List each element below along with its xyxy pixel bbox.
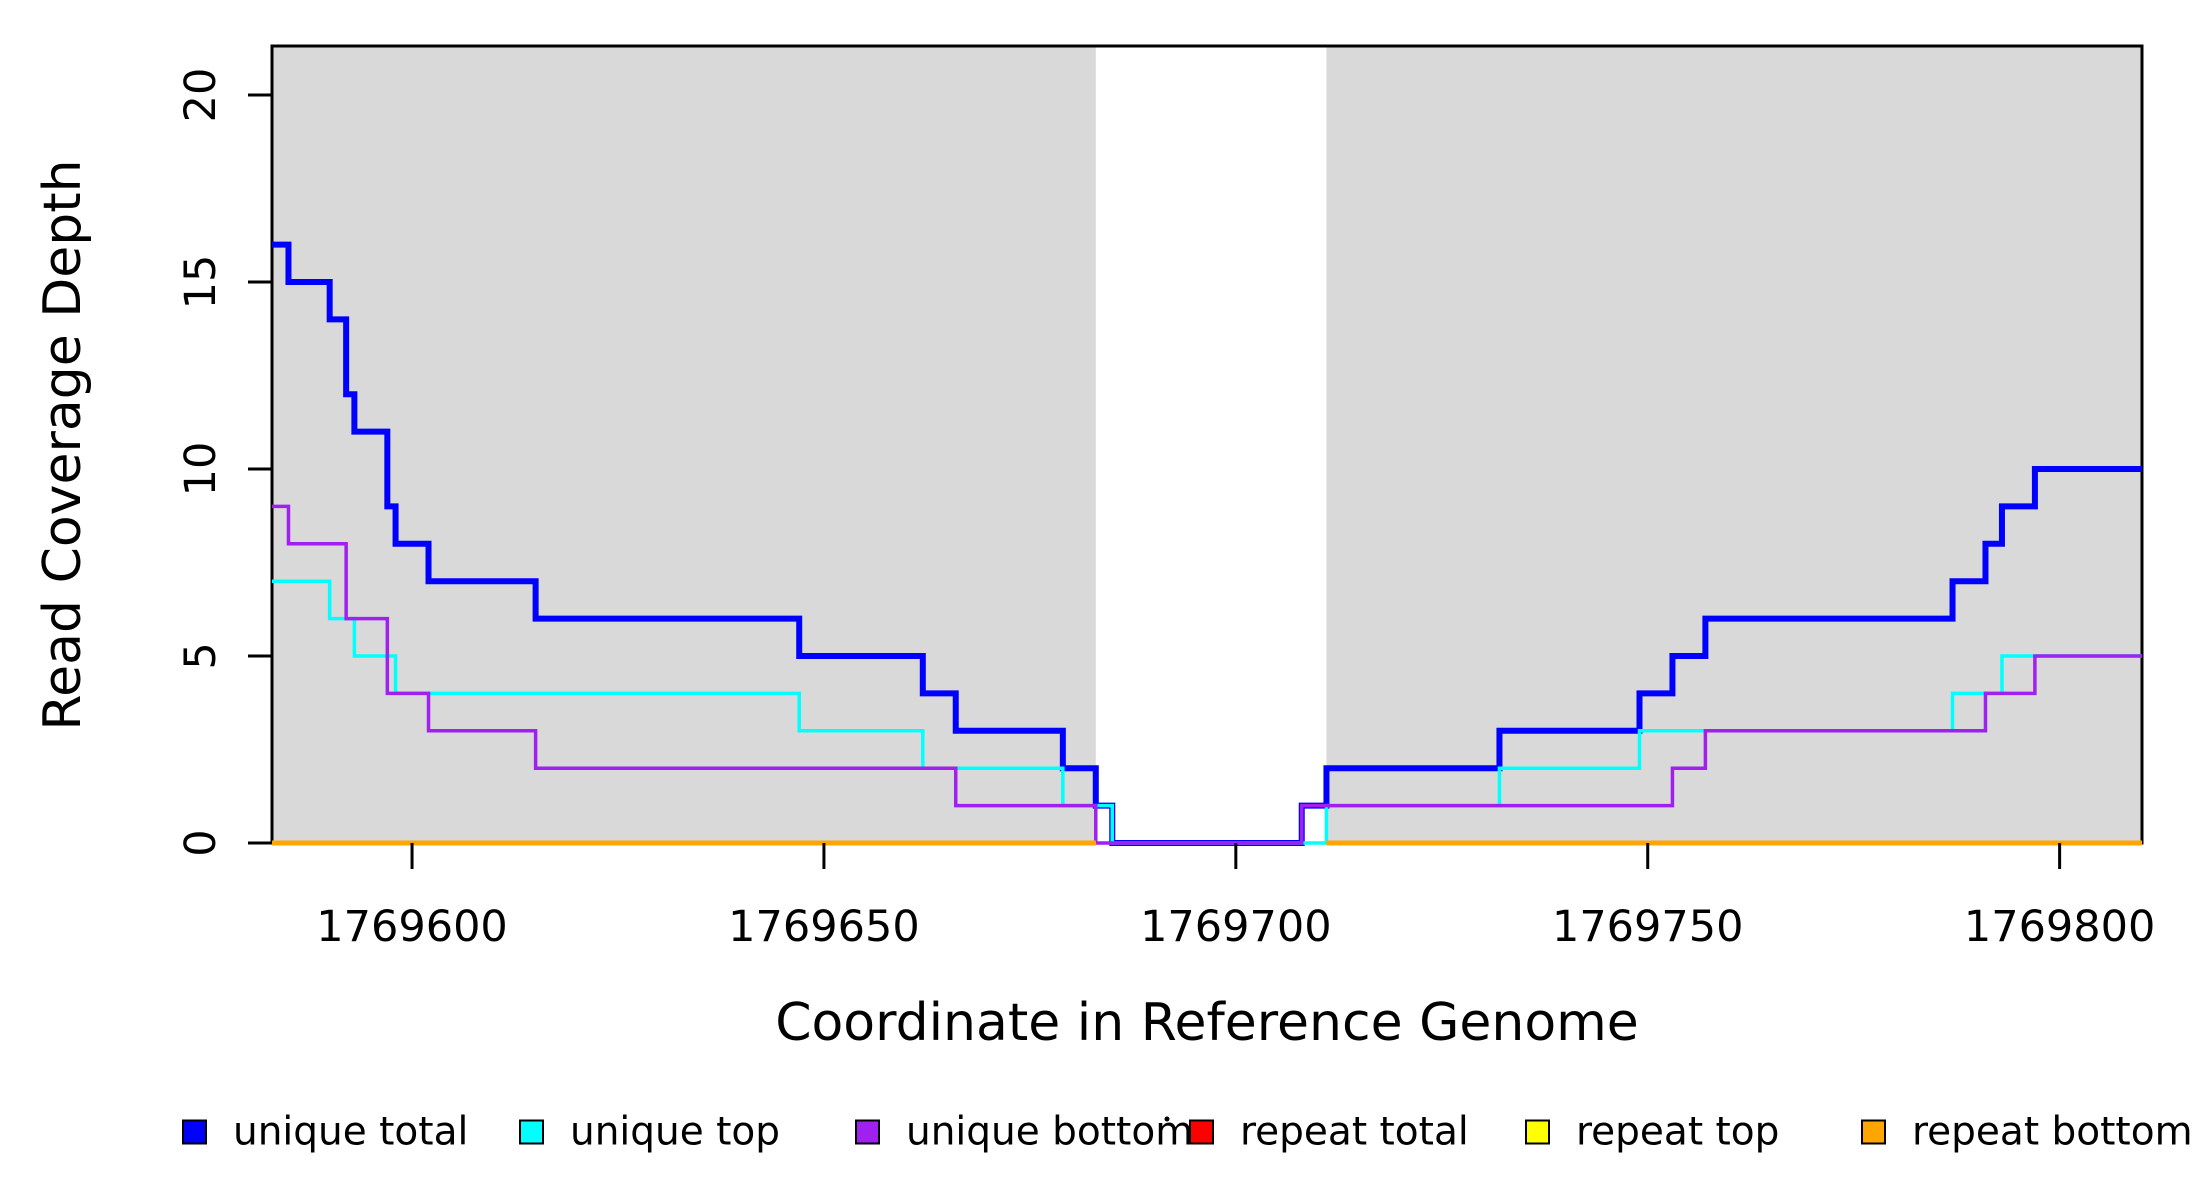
- shaded-region: [1326, 46, 2142, 843]
- stray-dot: [1164, 1116, 1170, 1122]
- legend-item: repeat bottom: [1861, 1110, 2193, 1155]
- legend-label: repeat bottom: [1912, 1110, 2193, 1155]
- y-tick-label: 0: [176, 829, 226, 856]
- legend-label: unique total: [233, 1110, 468, 1155]
- legend-item: repeat top: [1525, 1110, 1779, 1155]
- legend-item: unique top: [519, 1110, 780, 1155]
- legend: unique total unique top unique bottom repea…: [182, 1110, 2193, 1155]
- legend-swatch-repeat-total: [1189, 1119, 1214, 1145]
- y-axis-title: Read Coverage Depth: [33, 159, 93, 730]
- x-tick-label: 1769800: [1964, 902, 2156, 952]
- legend-swatch-repeat-bottom: [1861, 1119, 1886, 1145]
- series-unique-total: [272, 241, 2142, 846]
- series-unique-bottom: [272, 504, 2142, 845]
- legend-item: repeat total: [1189, 1110, 1469, 1155]
- y-tick-label: 15: [176, 255, 226, 310]
- legend-label: unique top: [570, 1110, 780, 1155]
- legend-swatch-unique-bottom: [855, 1119, 880, 1145]
- x-tick-label: 1769750: [1552, 902, 1744, 952]
- legend-label: repeat top: [1576, 1110, 1779, 1155]
- shaded-reference-regions: [272, 46, 2142, 843]
- x-tick-label: 1769650: [728, 902, 920, 952]
- legend-item: unique total: [182, 1110, 468, 1155]
- legend-item: unique bottom: [855, 1110, 1193, 1155]
- legend-label: unique bottom: [906, 1110, 1193, 1155]
- x-axis-title: Coordinate in Reference Genome: [775, 993, 1639, 1053]
- series-layer: [272, 241, 2142, 846]
- y-tick-label: 10: [176, 442, 226, 497]
- legend-swatch-repeat-top: [1525, 1119, 1550, 1145]
- y-tick-label: 20: [176, 68, 226, 123]
- shaded-region: [272, 46, 1096, 843]
- x-tick-label: 1769700: [1140, 902, 1332, 952]
- legend-swatch-unique-total: [182, 1119, 207, 1145]
- legend-label: repeat total: [1240, 1110, 1469, 1155]
- legend-swatch-unique-top: [519, 1119, 544, 1145]
- x-tick-label: 1769600: [316, 902, 508, 952]
- axes-layer: 1769600 1769650 1769700 1769750 1769800 0 5 10 1…: [176, 68, 2155, 952]
- y-tick-label: 5: [176, 642, 226, 669]
